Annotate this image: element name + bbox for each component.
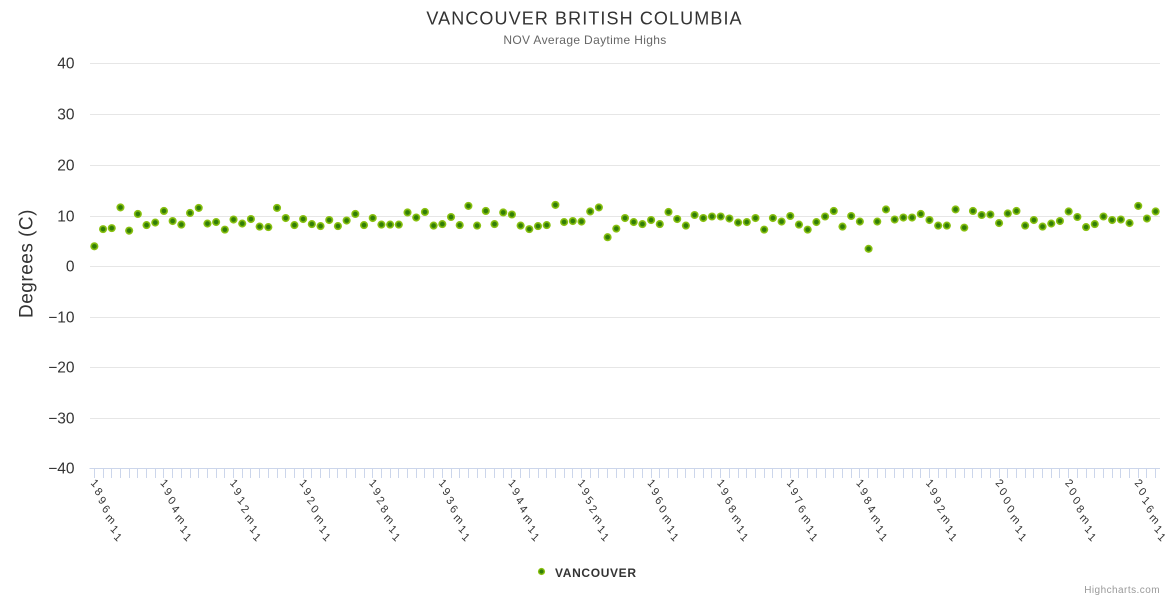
svg-text:VANCOUVER: VANCOUVER: [555, 566, 637, 580]
svg-text:0: 0: [66, 259, 75, 276]
svg-text:−40: −40: [48, 461, 75, 478]
svg-text:10: 10: [57, 209, 75, 226]
svg-text:30: 30: [57, 107, 75, 124]
svg-text:Highcharts.com: Highcharts.com: [1084, 585, 1160, 596]
svg-text:VANCOUVER BRITISH COLUMBIA: VANCOUVER BRITISH COLUMBIA: [426, 9, 742, 29]
svg-text:Degrees (C): Degrees (C): [17, 209, 38, 318]
svg-text:−10: −10: [48, 310, 75, 327]
svg-text:−30: −30: [48, 411, 75, 428]
svg-text:20: 20: [57, 158, 75, 175]
svg-text:−20: −20: [48, 360, 75, 377]
svg-text:40: 40: [57, 56, 75, 73]
svg-text:NOV Average Daytime Highs: NOV Average Daytime Highs: [503, 33, 666, 47]
